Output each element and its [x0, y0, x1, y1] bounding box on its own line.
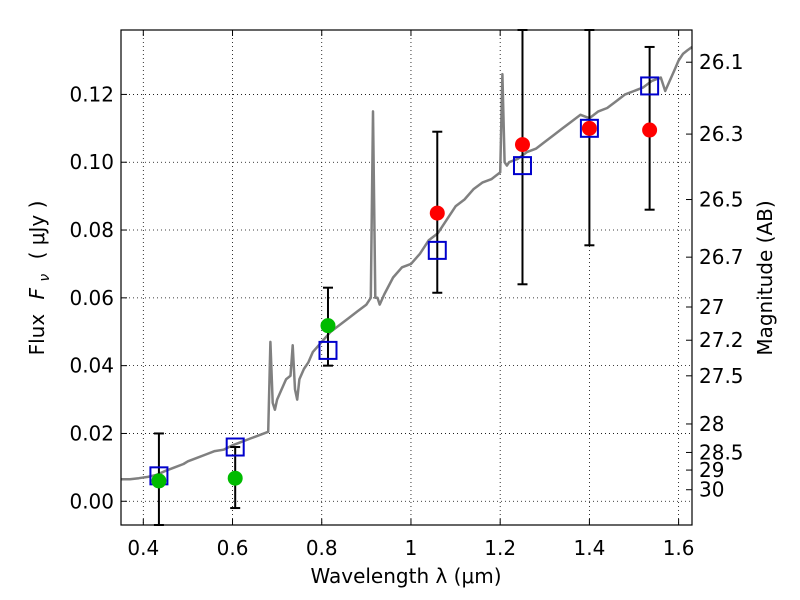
- x-tick-label: 0.4: [127, 536, 159, 560]
- axes-frame-layer: [120, 29, 693, 526]
- plot-frame: [120, 29, 693, 526]
- optical-detection-point: [320, 318, 336, 334]
- magnitude-tick-label: 26.5: [699, 188, 744, 212]
- model-sed-layer: [121, 45, 693, 481]
- grid-lines: [121, 30, 692, 525]
- optical-detection-point: [227, 470, 243, 486]
- error-bars-layer: [153, 29, 655, 526]
- y-tick-label: 0.02: [69, 421, 114, 445]
- y-tick-label: 0.12: [69, 82, 114, 106]
- x-tick-label: 1: [405, 536, 418, 560]
- x-axis-title: Wavelength λ (μm): [310, 564, 501, 588]
- near-ir-detection-point: [642, 122, 658, 138]
- y-tick-label: 0.00: [69, 489, 114, 513]
- x-tick-labels: 0.4 0.6 0.8 1 1.2 1.4 1.6: [127, 536, 694, 560]
- magnitude-tick-label: 27.5: [699, 364, 744, 388]
- model-photometry-square: [512, 156, 532, 176]
- model-photometry-square: [640, 76, 660, 96]
- model-photometry-square: [579, 118, 599, 138]
- y-axis-title-subscript: ν: [37, 274, 53, 282]
- x-tick-label: 1.2: [484, 536, 516, 560]
- model-sed-line: [121, 45, 693, 481]
- near-ir-detection-point: [581, 120, 597, 136]
- x-tick-label: 1.6: [663, 536, 695, 560]
- near-ir-detection-point: [429, 205, 445, 221]
- magnitude-tick-label: 27.2: [699, 328, 744, 352]
- y-axis-title-symbol: F: [25, 287, 49, 299]
- y-tick-label: 0.04: [69, 354, 114, 378]
- y-axis-title-unit: ( μJy ): [25, 201, 49, 260]
- magnitude-axis-title: Magnitude (AB): [753, 200, 777, 355]
- x-tick-label: 0.8: [306, 536, 338, 560]
- x-tick-label: 0.6: [217, 536, 249, 560]
- y-tick-label: 0.06: [69, 286, 114, 310]
- near-ir-detection-point: [514, 137, 530, 153]
- model-photometry-square: [225, 437, 245, 457]
- y-tick-labels: 0.00 0.02 0.04 0.06 0.08 0.10 0.12: [69, 82, 114, 513]
- magnitude-tick-label: 26.7: [699, 245, 744, 269]
- y-axis-title: Flux F ν ( μJy ): [25, 201, 54, 356]
- model-photometry-square: [427, 240, 447, 260]
- magnitude-tick-label: 28: [699, 412, 724, 436]
- optical-detection-point: [151, 473, 167, 489]
- model-photometry-square: [318, 340, 338, 360]
- x-tick-label: 1.4: [573, 536, 605, 560]
- detections-layer: [151, 120, 658, 489]
- magnitude-tick-label: 27: [699, 295, 724, 319]
- y-axis-title-prefix: Flux: [25, 314, 49, 356]
- magnitude-tick-label: 29: [699, 458, 724, 482]
- y-tick-label: 0.08: [69, 218, 114, 242]
- magnitude-tick-label: 26.1: [699, 50, 744, 74]
- y-tick-label: 0.10: [69, 150, 114, 174]
- model-photometry-layer: [149, 76, 660, 486]
- magnitude-tick-label: 30: [699, 478, 724, 502]
- magnitude-tick-label: 28.5: [699, 440, 744, 464]
- magnitude-tick-label: 26.3: [699, 122, 744, 146]
